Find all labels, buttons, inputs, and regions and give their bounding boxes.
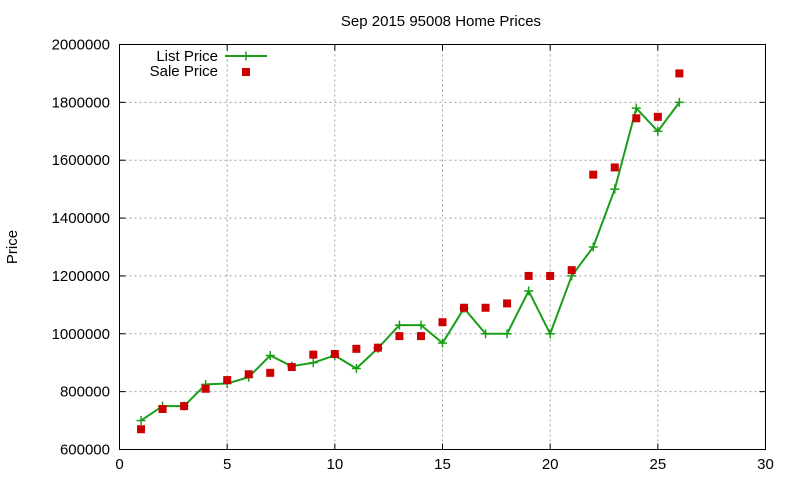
sale-price-point [524,271,533,280]
list-price-point [438,338,447,348]
sale-price-point [373,343,382,352]
sale-price-point [610,163,619,172]
y-tick-label: 800000 [60,384,110,401]
sale-price-point [158,405,167,413]
sale-price-point [266,368,275,377]
legend-label-list-price: List Price [156,48,218,65]
sale-price-point [244,370,253,379]
list-price-point [653,126,663,136]
sale-price-point [438,318,447,327]
list-price-point [351,364,361,373]
y-tick-label: 1200000 [52,268,110,285]
y-tick-label: 1000000 [52,326,110,343]
sale-price-point [330,350,339,359]
sale-price-point [653,112,662,121]
list-price-point [610,184,620,194]
list-price-point [502,329,512,339]
sale-price-point [632,114,641,123]
x-tick-label: 30 [757,456,774,473]
list-price-point [265,350,275,360]
sale-price-point [675,69,684,78]
chart-title: Sep 2015 95008 Home Prices [341,13,541,30]
legend: List Price Sale Price [150,48,267,80]
list-price-point [416,320,426,330]
list-price-point [524,286,534,296]
list-price-point [674,97,684,107]
y-tick-label: 1600000 [52,152,110,169]
y-tick-label: 1800000 [52,94,110,111]
sale-price-point [567,266,576,275]
legend-marker-sale-price [242,68,250,76]
list-price-point [308,358,318,368]
list-price-point [394,320,404,330]
x-tick-label: 20 [542,456,559,473]
legend-label-sale-price: Sale Price [150,63,218,80]
grid [119,44,766,450]
sale-price-point [309,350,318,359]
sale-price-point [201,384,210,393]
x-tick-label: 0 [115,456,123,473]
sale-price-point [460,303,469,312]
y-tick-label: 2000000 [52,37,110,54]
x-axis: 0 5 10 15 20 25 30 [115,44,774,473]
sale-price-point [503,299,512,308]
x-tick-label: 5 [223,456,231,473]
y-axis-label: Price [4,230,21,264]
y-tick-label: 600000 [60,442,110,459]
sale-price-point [589,170,598,179]
sale-price-point [137,425,146,434]
series-line-list-price [140,101,681,422]
x-tick-label: 15 [434,456,451,473]
list-price-point [631,103,641,113]
y-tick-label: 1400000 [52,210,110,227]
sale-price-point [352,344,361,353]
list-price-point [545,329,555,339]
y-axis: 600000 800000 1000000 1200000 1400000 1600000… [52,37,766,459]
sale-price-point [416,332,425,341]
x-tick-label: 10 [326,456,343,473]
sale-price-point [546,271,555,280]
sale-price-point [481,303,490,312]
legend-marker-list-price [241,51,251,61]
sale-price-point [223,376,232,385]
series-group [136,69,684,434]
sale-price-point [395,332,404,341]
x-tick-label: 25 [649,456,666,473]
sale-price-point [287,363,296,372]
list-price-point [588,242,598,252]
list-price-point [481,329,491,339]
list-price-point [136,416,146,426]
sale-price-point [180,402,189,411]
